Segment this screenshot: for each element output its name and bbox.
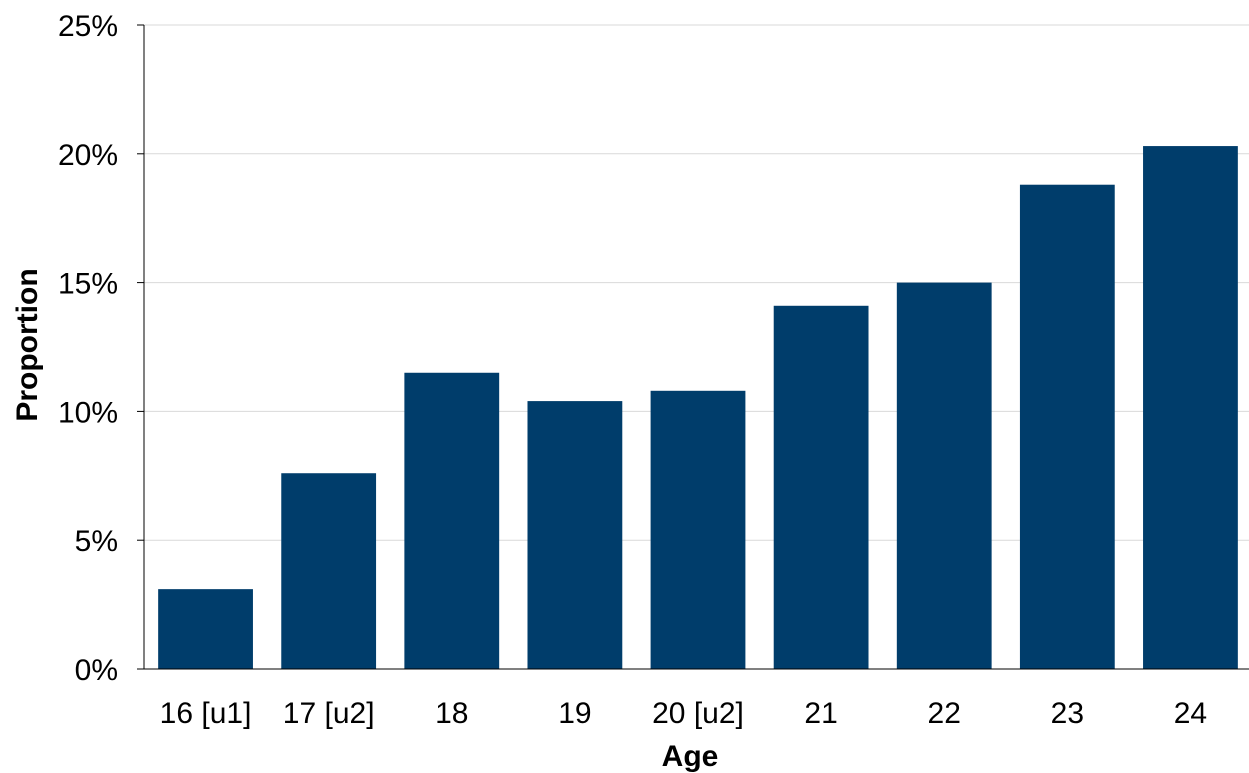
x-tick-label: 23 (1051, 697, 1084, 730)
y-axis-title: Proportion (11, 268, 44, 421)
x-axis-title: Age (662, 740, 719, 773)
x-tick-label: 18 (435, 697, 468, 730)
x-tick-labels: 16 [u1] 17 [u2] 18 19 20 [u2] 21 22 23 24 (160, 697, 1207, 730)
y-tick-label: 15% (58, 268, 118, 301)
bar-3 (404, 372, 500, 669)
x-tick-label: 16 [u1] (160, 697, 252, 730)
x-tick-label: 17 [u2] (283, 697, 375, 730)
bar-1 (158, 589, 253, 669)
x-tick-label: 21 (804, 697, 837, 730)
x-tick-label: 24 (1174, 697, 1207, 730)
y-tick-label: 10% (58, 396, 118, 429)
x-tick-label: 22 (928, 697, 961, 730)
y-tick-label: 5% (75, 525, 118, 558)
axes (143, 25, 1249, 670)
bars (158, 146, 1238, 669)
x-tick-label: 20 [u2] (652, 697, 744, 730)
bar-4 (527, 401, 623, 669)
bar-9 (1143, 146, 1238, 669)
y-tick-label: 25% (58, 10, 118, 43)
bar-8 (1019, 184, 1115, 669)
bar-2 (281, 473, 377, 669)
bar-6 (773, 305, 869, 669)
y-tick-labels: 0% 5% 10% 15% 20% 25% (58, 10, 144, 687)
x-tick-label: 19 (558, 697, 591, 730)
bar-7 (896, 282, 992, 669)
y-tick-label: 0% (75, 654, 118, 687)
y-tick-label: 20% (58, 139, 118, 172)
bar-5 (650, 390, 746, 669)
